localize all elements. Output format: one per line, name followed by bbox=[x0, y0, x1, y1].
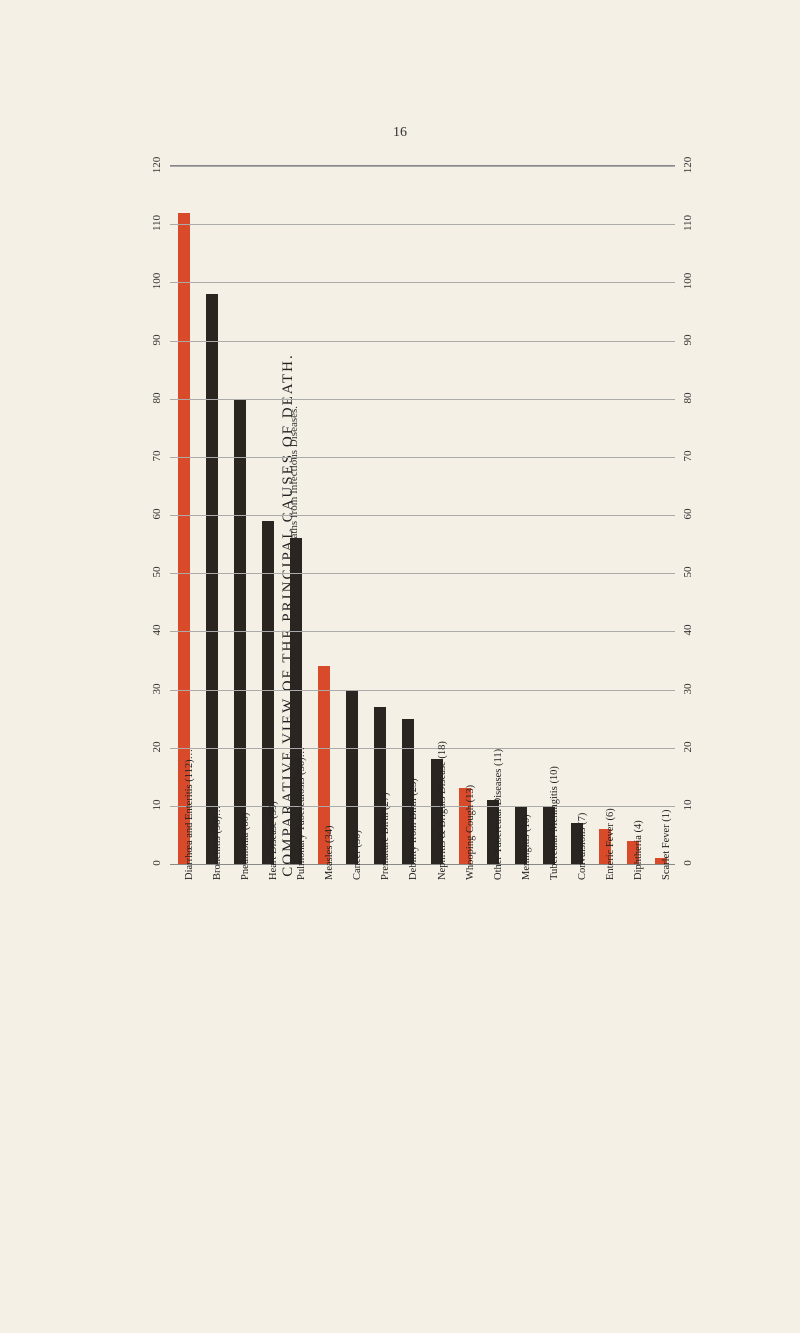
axis-tick-label: 70 bbox=[682, 441, 694, 471]
gridline bbox=[170, 573, 675, 574]
axis-tick-label: 120 bbox=[151, 150, 163, 180]
category-label: Pulmonary Tuberculosis (56)… bbox=[296, 747, 307, 880]
category-label: Enteric Fever (6) bbox=[605, 808, 616, 880]
axis-tick-label: 110 bbox=[682, 208, 694, 238]
page-number: 16 bbox=[393, 125, 407, 141]
gridline bbox=[170, 748, 675, 749]
gridline bbox=[170, 806, 675, 807]
category-label: Scarlet Fever (1) bbox=[661, 809, 672, 880]
gridline bbox=[170, 224, 675, 225]
axis-tick-label: 100 bbox=[151, 266, 163, 296]
axis-tick-label: 100 bbox=[682, 266, 694, 296]
axis-tick-label: 30 bbox=[151, 674, 163, 704]
category-label: Premature Birth (27) bbox=[380, 793, 391, 880]
chart-container: COMPARATIVE VIEW OF THE PRINCIPAL CAUSES… bbox=[95, 165, 725, 1065]
category-label: Meningitis (10) bbox=[521, 814, 532, 880]
category-label: Nephritis & Brights Disease (18) bbox=[437, 741, 448, 880]
gridline bbox=[170, 515, 675, 516]
axis-tick-label: 90 bbox=[682, 325, 694, 355]
axis-tick-label: 60 bbox=[682, 499, 694, 529]
category-labels: Diarrhœa and Enteritis (112)…Bronchitis … bbox=[170, 870, 675, 890]
axis-tick-label: 30 bbox=[682, 674, 694, 704]
axis-tick-label: 110 bbox=[151, 208, 163, 238]
gridline bbox=[170, 166, 675, 167]
axis-tick-label: 50 bbox=[682, 557, 694, 587]
gridline bbox=[170, 399, 675, 400]
gridline bbox=[170, 631, 675, 632]
axis-tick-label: 50 bbox=[151, 557, 163, 587]
axis-tick-label: 0 bbox=[682, 848, 694, 878]
category-label: Cancer (30) bbox=[352, 830, 363, 880]
axis-tick-label: 40 bbox=[151, 615, 163, 645]
category-label: Diphtheria (4) bbox=[633, 820, 644, 880]
category-label: Heart Disease (59) bbox=[268, 801, 279, 880]
gridline bbox=[170, 457, 675, 458]
axis-tick-label: 10 bbox=[682, 790, 694, 820]
plot-area: 0010102020303040405050606070708080909010… bbox=[170, 165, 675, 865]
axis-tick-label: 40 bbox=[682, 615, 694, 645]
axis-tick-label: 60 bbox=[151, 499, 163, 529]
axis-tick-label: 20 bbox=[682, 732, 694, 762]
category-label: Bronchitis (98)… bbox=[212, 806, 223, 880]
category-label: Diarrhœa and Enteritis (112)… bbox=[184, 749, 195, 880]
gridline bbox=[170, 282, 675, 283]
category-label: Pneumonia (80) bbox=[240, 813, 251, 880]
category-label: Convulsions (7) bbox=[577, 813, 588, 880]
bar bbox=[206, 294, 218, 864]
axis-tick-label: 80 bbox=[151, 383, 163, 413]
axis-tick-label: 70 bbox=[151, 441, 163, 471]
axis-tick-label: 90 bbox=[151, 325, 163, 355]
category-label: Tubercular Meningitis (10) bbox=[549, 766, 560, 880]
axis-tick-label: 20 bbox=[151, 732, 163, 762]
gridline bbox=[170, 690, 675, 691]
category-label: Whooping Cough (13) bbox=[465, 785, 476, 880]
category-label: Measles (34) bbox=[324, 825, 335, 880]
axis-tick-label: 10 bbox=[151, 790, 163, 820]
category-label: Other Tubercular Diseases (11) bbox=[493, 749, 504, 880]
gridline bbox=[170, 341, 675, 342]
axis-tick-label: 120 bbox=[682, 150, 694, 180]
axis-tick-label: 80 bbox=[682, 383, 694, 413]
category-label: Debility from Birth (25) bbox=[408, 778, 419, 880]
axis-tick-label: 0 bbox=[151, 848, 163, 878]
